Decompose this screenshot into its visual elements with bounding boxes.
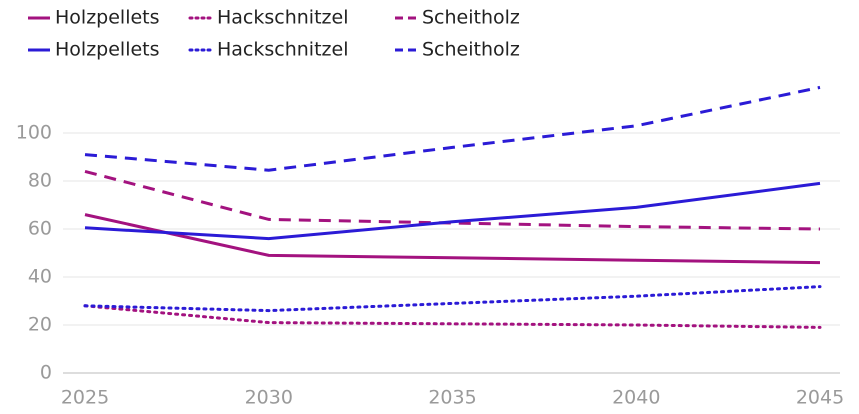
x-tick-label: 2035 xyxy=(428,387,476,409)
x-tick-label: 2045 xyxy=(796,387,844,409)
legend-label: Hackschnitzel xyxy=(217,39,348,61)
y-tick-label: 80 xyxy=(28,170,52,192)
series-line xyxy=(83,285,822,313)
legend-label: Holzpellets xyxy=(55,7,160,29)
y-tick-label: 0 xyxy=(40,362,52,384)
series-line xyxy=(84,213,821,265)
series-line xyxy=(83,304,822,329)
x-tick-label: 2040 xyxy=(612,387,660,409)
y-tick-label: 20 xyxy=(28,314,52,336)
legend-label: Scheitholz xyxy=(422,7,520,29)
legend-label: Holzpellets xyxy=(55,39,160,61)
series-line xyxy=(84,181,821,241)
y-tick-label: 100 xyxy=(16,122,52,144)
series-line xyxy=(84,169,821,231)
y-tick-label: 60 xyxy=(28,218,52,240)
legend-label: Scheitholz xyxy=(422,39,520,61)
series-line xyxy=(84,85,821,172)
legend-label: Hackschnitzel xyxy=(217,7,348,29)
y-tick-label: 40 xyxy=(28,266,52,288)
x-tick-label: 2025 xyxy=(61,387,109,409)
x-tick-label: 2030 xyxy=(245,387,293,409)
